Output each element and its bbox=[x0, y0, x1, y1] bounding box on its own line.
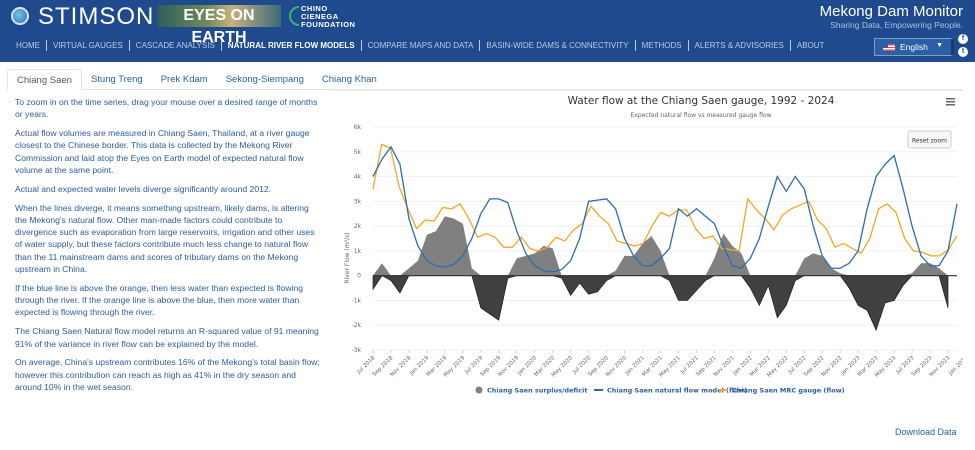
nav-separator bbox=[687, 40, 689, 51]
site-header: STIMSON EYES ON EARTH CHINO CIENEGA FOUN… bbox=[0, 0, 975, 62]
deficit-area[interactable] bbox=[372, 275, 949, 332]
nav-item-methods[interactable]: METHODS bbox=[641, 41, 682, 50]
language-select[interactable]: English ▼ bbox=[874, 38, 954, 56]
tab-chiang-khan[interactable]: Chiang Khan bbox=[321, 74, 377, 85]
download-data-link[interactable]: Download Data bbox=[895, 427, 957, 437]
y-tick-label: 1k bbox=[354, 248, 362, 255]
tab-chiang-saen[interactable]: Chiang Saen bbox=[7, 69, 82, 90]
nav-separator bbox=[128, 40, 130, 51]
description-paragraph: To zoom in on the time series, drag your… bbox=[15, 97, 318, 120]
stimson-globe-logo-icon[interactable] bbox=[11, 7, 29, 25]
description-panel: To zoom in on the time series, drag your… bbox=[15, 96, 323, 400]
legend-natural-label[interactable]: Chiang Saen natural flow model (flow) bbox=[607, 387, 747, 395]
tab-stung-treng[interactable]: Stung Treng bbox=[90, 74, 143, 85]
nav-item-cascade-analysis[interactable]: CASCADE ANALYSIS bbox=[135, 41, 215, 50]
nav-separator bbox=[220, 40, 222, 51]
twitter-icon[interactable]: t bbox=[958, 47, 968, 57]
nav-separator bbox=[789, 40, 791, 51]
language-label: English bbox=[900, 42, 928, 52]
y-tick-label: 5k bbox=[354, 149, 362, 156]
description-paragraph: Actual and expected water levels diverge… bbox=[15, 183, 272, 194]
tab-sekong-siempang[interactable]: Sekong-Siempang bbox=[225, 74, 304, 85]
tab-prek-kdam[interactable]: Prek Kdam bbox=[160, 74, 208, 85]
natural-flow-line[interactable] bbox=[372, 145, 958, 273]
hamburger-menu-icon[interactable] bbox=[946, 98, 955, 106]
eyes-on-earth-logo[interactable]: EYES ON EARTH bbox=[157, 5, 281, 46]
legend-gauge-label[interactable]: Chiang Saen MRC gauge (flow) bbox=[732, 387, 845, 395]
caret-down-icon: ▼ bbox=[936, 42, 943, 49]
nav-item-alerts-advisories[interactable]: ALERTS & ADVISORIES bbox=[694, 41, 784, 50]
surplus-area[interactable] bbox=[373, 216, 949, 276]
gauge-flow-line[interactable] bbox=[372, 143, 958, 257]
y-tick-label: 2k bbox=[354, 223, 362, 230]
main-nav: HOME VIRTUAL GAUGES CASCADE ANALYSIS NATURA… bbox=[10, 40, 830, 51]
nav-separator bbox=[46, 40, 47, 51]
nav-item-about[interactable]: ABOUT bbox=[796, 41, 825, 50]
description-paragraph: If the blue line is above the orange, th… bbox=[15, 282, 304, 318]
facebook-icon[interactable]: f bbox=[958, 34, 968, 44]
legend-surplus-label[interactable]: Chiang Saen surplus/deficit bbox=[487, 387, 587, 395]
nav-separator bbox=[479, 40, 481, 51]
site-title[interactable]: Mekong Dam Monitor bbox=[819, 3, 963, 20]
description-paragraph: On average, China's upstream contributes… bbox=[15, 357, 320, 392]
y-axis-label: River Flow (m³/s) bbox=[344, 232, 351, 283]
nav-separator bbox=[634, 40, 636, 51]
nav-item-compare-maps-and-data[interactable]: COMPARE MAPS AND DATA bbox=[367, 41, 474, 50]
chart-title: Water flow at the Chiang Saen gauge, 199… bbox=[568, 95, 835, 107]
y-tick-label: 0 bbox=[357, 273, 361, 280]
reset-zoom-button[interactable]: Reset zoom bbox=[907, 130, 952, 149]
chino-cienega-logo[interactable]: CHINO CIENEGA FOUNDATION bbox=[301, 4, 356, 29]
chino-cienega-leaf-icon bbox=[289, 6, 299, 26]
y-tick-label: 3k bbox=[354, 198, 362, 205]
chart-legend: Chiang Saen surplus/deficit Chiang Saen … bbox=[475, 386, 845, 395]
svg-text:Reset zoom: Reset zoom bbox=[912, 138, 947, 145]
y-tick-label: 4k bbox=[354, 174, 362, 181]
description-paragraph: When the lines diverge, it means somethi… bbox=[15, 202, 315, 275]
y-tick-label: -3k bbox=[352, 347, 362, 354]
y-tick-label: 6k bbox=[354, 124, 362, 131]
flow-chart[interactable]: Water flow at the Chiang Saen gauge, 199… bbox=[333, 90, 975, 410]
nav-separator bbox=[360, 40, 362, 51]
nav-item-natural-river-flow-models[interactable]: NATURAL RIVER FLOW MODELS bbox=[227, 41, 355, 50]
nav-item-virtual-gauges[interactable]: VIRTUAL GAUGES bbox=[53, 41, 123, 50]
nav-item-basin-wide-dams-connectivity[interactable]: BASIN-WIDE DAMS & CONNECTIVITY bbox=[486, 41, 629, 50]
legend-surplus-symbol bbox=[475, 386, 483, 394]
description-paragraph: Actual flow volumes are measured in Chia… bbox=[15, 128, 310, 175]
us-flag-icon bbox=[883, 43, 895, 51]
nav-item-home[interactable]: HOME bbox=[16, 41, 40, 50]
chart-svg[interactable]: Water flow at the Chiang Saen gauge, 199… bbox=[333, 90, 975, 410]
stimson-logo[interactable]: STIMSON bbox=[38, 3, 155, 30]
y-tick-label: -1k bbox=[352, 297, 362, 304]
description-paragraph: The Chiang Saen Natural flow model retur… bbox=[15, 326, 319, 349]
gauge-tabs: Chiang Saen Stung Treng Prek Kdam Sekong-Si… bbox=[7, 69, 962, 90]
chart-subtitle: Expected natural flow vs measured gauge … bbox=[630, 112, 771, 119]
site-subtitle: Sharing Data, Empowering People. bbox=[830, 20, 963, 30]
y-tick-label: -2k bbox=[352, 322, 362, 329]
